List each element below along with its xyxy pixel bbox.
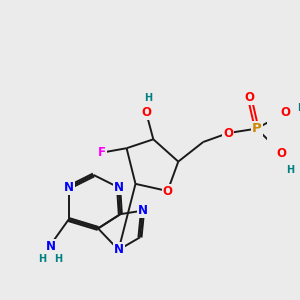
Text: H: H [144, 93, 152, 103]
Text: H: H [38, 254, 46, 264]
Text: N: N [114, 181, 124, 194]
Text: N: N [114, 243, 124, 256]
Text: F: F [98, 146, 106, 159]
Text: O: O [163, 184, 172, 197]
Text: N: N [138, 204, 148, 217]
Text: P: P [252, 122, 262, 135]
Text: O: O [223, 127, 233, 140]
Text: H: H [54, 254, 62, 264]
Text: H: H [297, 103, 300, 113]
Text: O: O [277, 147, 287, 160]
Text: H: H [286, 165, 295, 175]
Text: O: O [280, 106, 290, 119]
Text: O: O [244, 91, 255, 104]
Text: N: N [64, 181, 74, 194]
Text: N: N [46, 240, 56, 253]
Text: O: O [141, 106, 151, 119]
